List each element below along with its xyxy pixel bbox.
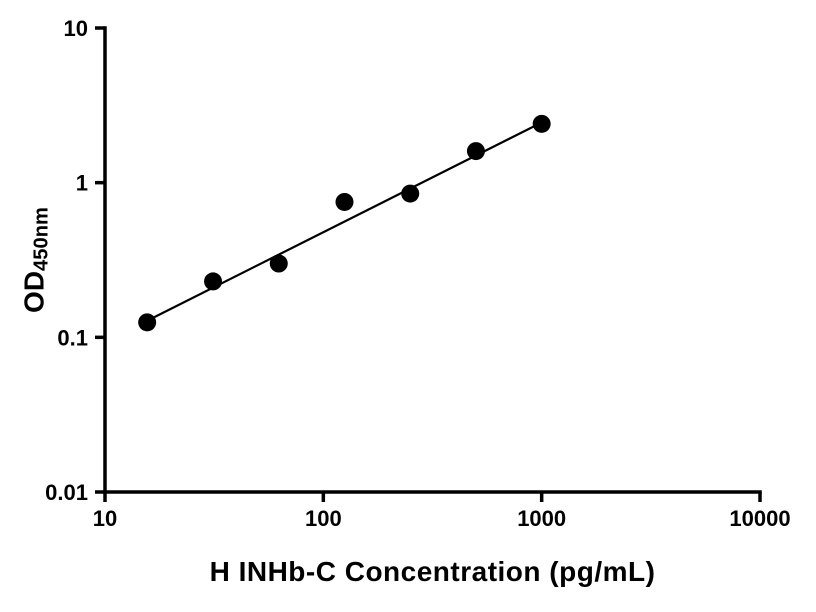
data-point: [401, 184, 420, 203]
x-tick-label: 100: [305, 506, 342, 531]
x-tick-label: 10000: [729, 506, 790, 531]
y-tick-label: 0.1: [57, 325, 88, 350]
y-tick-label: 0.01: [45, 480, 88, 505]
x-axis: 10 100 1000 10000: [93, 492, 791, 531]
y-tick-label: 1: [76, 171, 88, 196]
data-point: [138, 313, 157, 332]
x-axis-title: H INHb-C Concentration (pg/mL): [209, 556, 656, 587]
y-axis-title-main: OD: [18, 270, 50, 313]
data-points: [138, 114, 551, 332]
y-axis-title: OD450nm: [19, 207, 54, 313]
data-point: [466, 142, 485, 161]
y-tick-label: 10: [64, 16, 88, 41]
data-point: [269, 254, 288, 273]
data-point: [532, 114, 551, 133]
axis-frame: [103, 26, 762, 494]
data-point: [204, 272, 223, 291]
x-tick-label: 1000: [517, 506, 566, 531]
data-point: [335, 192, 354, 211]
x-tick-label: 10: [93, 506, 117, 531]
y-axis-title-sub: 450nm: [30, 207, 53, 271]
y-axis: 0.01 0.1 1 10: [45, 16, 105, 505]
